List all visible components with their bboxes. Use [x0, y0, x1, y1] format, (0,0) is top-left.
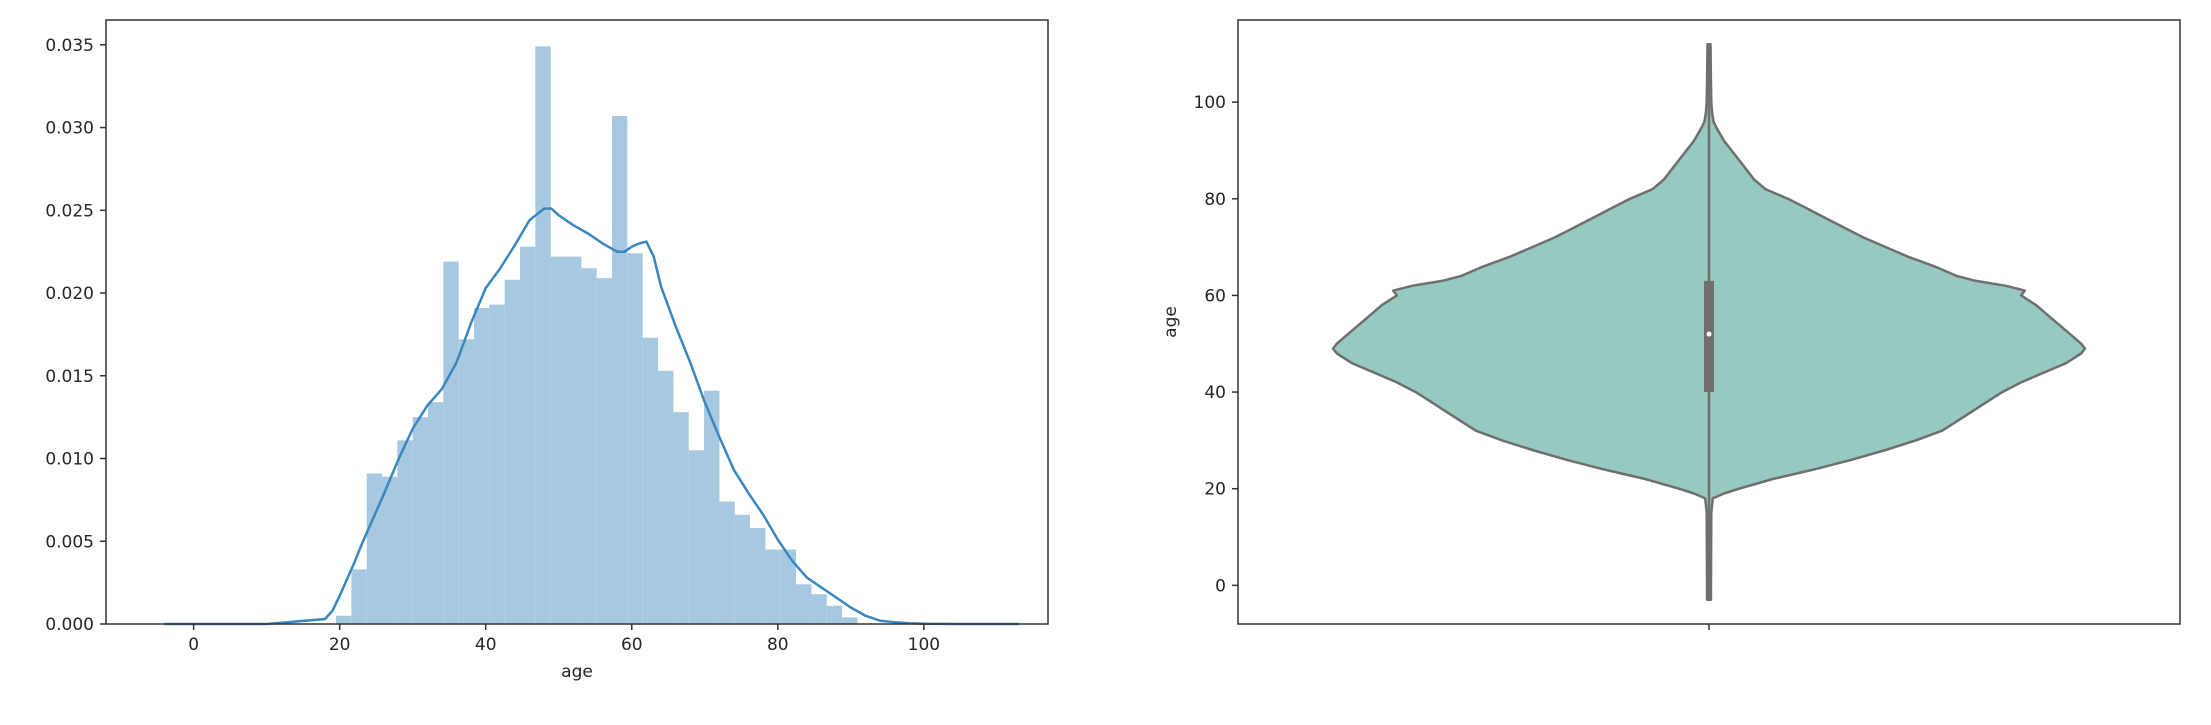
- violin-y-axis-label: age: [1161, 306, 1181, 338]
- histogram-bar: [366, 473, 383, 624]
- histogram-bar: [474, 307, 490, 624]
- histogram-bar: [535, 46, 551, 625]
- histogram-bar: [443, 261, 459, 624]
- histogram-bar: [842, 617, 858, 624]
- histogram-bar: [704, 390, 720, 624]
- histogram-bar: [596, 278, 613, 624]
- histogram-bar: [642, 337, 659, 624]
- histogram-x-tick-label: 60: [621, 635, 643, 655]
- histogram-bar: [397, 440, 413, 624]
- histogram-x-tick-label: 20: [329, 635, 351, 655]
- histogram-bar: [566, 256, 582, 624]
- violin-median-dot: [1706, 331, 1712, 337]
- histogram-x-tick-label: 100: [908, 635, 940, 655]
- histogram-y-tick-label: 0.030: [45, 119, 94, 139]
- histogram-y-tick-label: 0.015: [45, 367, 94, 387]
- histogram-axes-frame: [105, 19, 1049, 625]
- histogram-y-tick-label: 0.025: [45, 201, 94, 221]
- histogram-bar: [658, 370, 674, 624]
- histogram-x-tick-label: 40: [475, 635, 497, 655]
- histogram-x-axis-label: age: [561, 662, 593, 682]
- violin-y-tick-label: 0: [1215, 576, 1226, 596]
- histogram-bar: [504, 279, 521, 624]
- histogram-bar: [811, 594, 827, 624]
- histogram-bar: [765, 549, 781, 624]
- histogram-bar: [796, 584, 812, 624]
- histogram-bar: [351, 569, 367, 624]
- histogram-x-ticks: 0 20 40 60 80 100: [188, 624, 940, 655]
- histogram-y-tick-label: 0.020: [45, 284, 94, 304]
- violin-y-tick-label: 40: [1204, 383, 1226, 403]
- histogram-bar: [627, 253, 643, 624]
- violin-y-tick-label: 60: [1204, 286, 1226, 306]
- histogram-bar: [750, 528, 766, 624]
- histogram-y-tick-label: 0.035: [45, 36, 94, 56]
- histogram-bar: [382, 476, 398, 624]
- histogram-bar: [458, 339, 475, 624]
- violin-y-tick-label: 80: [1204, 190, 1226, 210]
- histogram-x-tick-label: 0: [188, 635, 199, 655]
- histogram-x-tick-label: 80: [767, 635, 789, 655]
- histogram-bar: [520, 246, 536, 624]
- histogram-bar: [719, 501, 735, 624]
- violin-y-tick-label: 20: [1204, 480, 1226, 500]
- histogram-bar: [336, 615, 352, 624]
- histogram-y-ticks: 0.000 0.005 0.010 0.015 0.020 0.025 0.030 0.035: [45, 36, 106, 635]
- histogram-bar: [826, 605, 843, 624]
- histogram-bar: [734, 514, 751, 624]
- histogram-y-tick-label: 0.005: [45, 532, 94, 552]
- histogram-y-tick-label: 0.010: [45, 450, 94, 470]
- violin-y-ticks: 0 20 40 60 80 100: [1194, 93, 1238, 596]
- histogram-bars: [336, 46, 858, 625]
- histogram-bar: [688, 450, 705, 624]
- histogram-bar: [612, 115, 628, 624]
- histogram-panel: 0 20 40 60 80 100 0.0000.0050.0100.0150.0200.…: [45, 19, 1049, 682]
- violin-panel: 0 20 40 60 80 100 age: [1161, 19, 2181, 630]
- histogram-bar: [780, 549, 797, 624]
- histogram-bar: [489, 304, 505, 624]
- histogram-y-tick-label: 0.000: [45, 615, 94, 635]
- violin-y-tick-label: 100: [1194, 93, 1226, 113]
- histogram-bar: [412, 417, 429, 624]
- histogram-bar: [581, 268, 597, 624]
- histogram-bar: [428, 402, 444, 624]
- histogram-bar: [550, 256, 567, 624]
- kde-curve: [164, 207, 1019, 626]
- histogram-bar: [673, 412, 689, 624]
